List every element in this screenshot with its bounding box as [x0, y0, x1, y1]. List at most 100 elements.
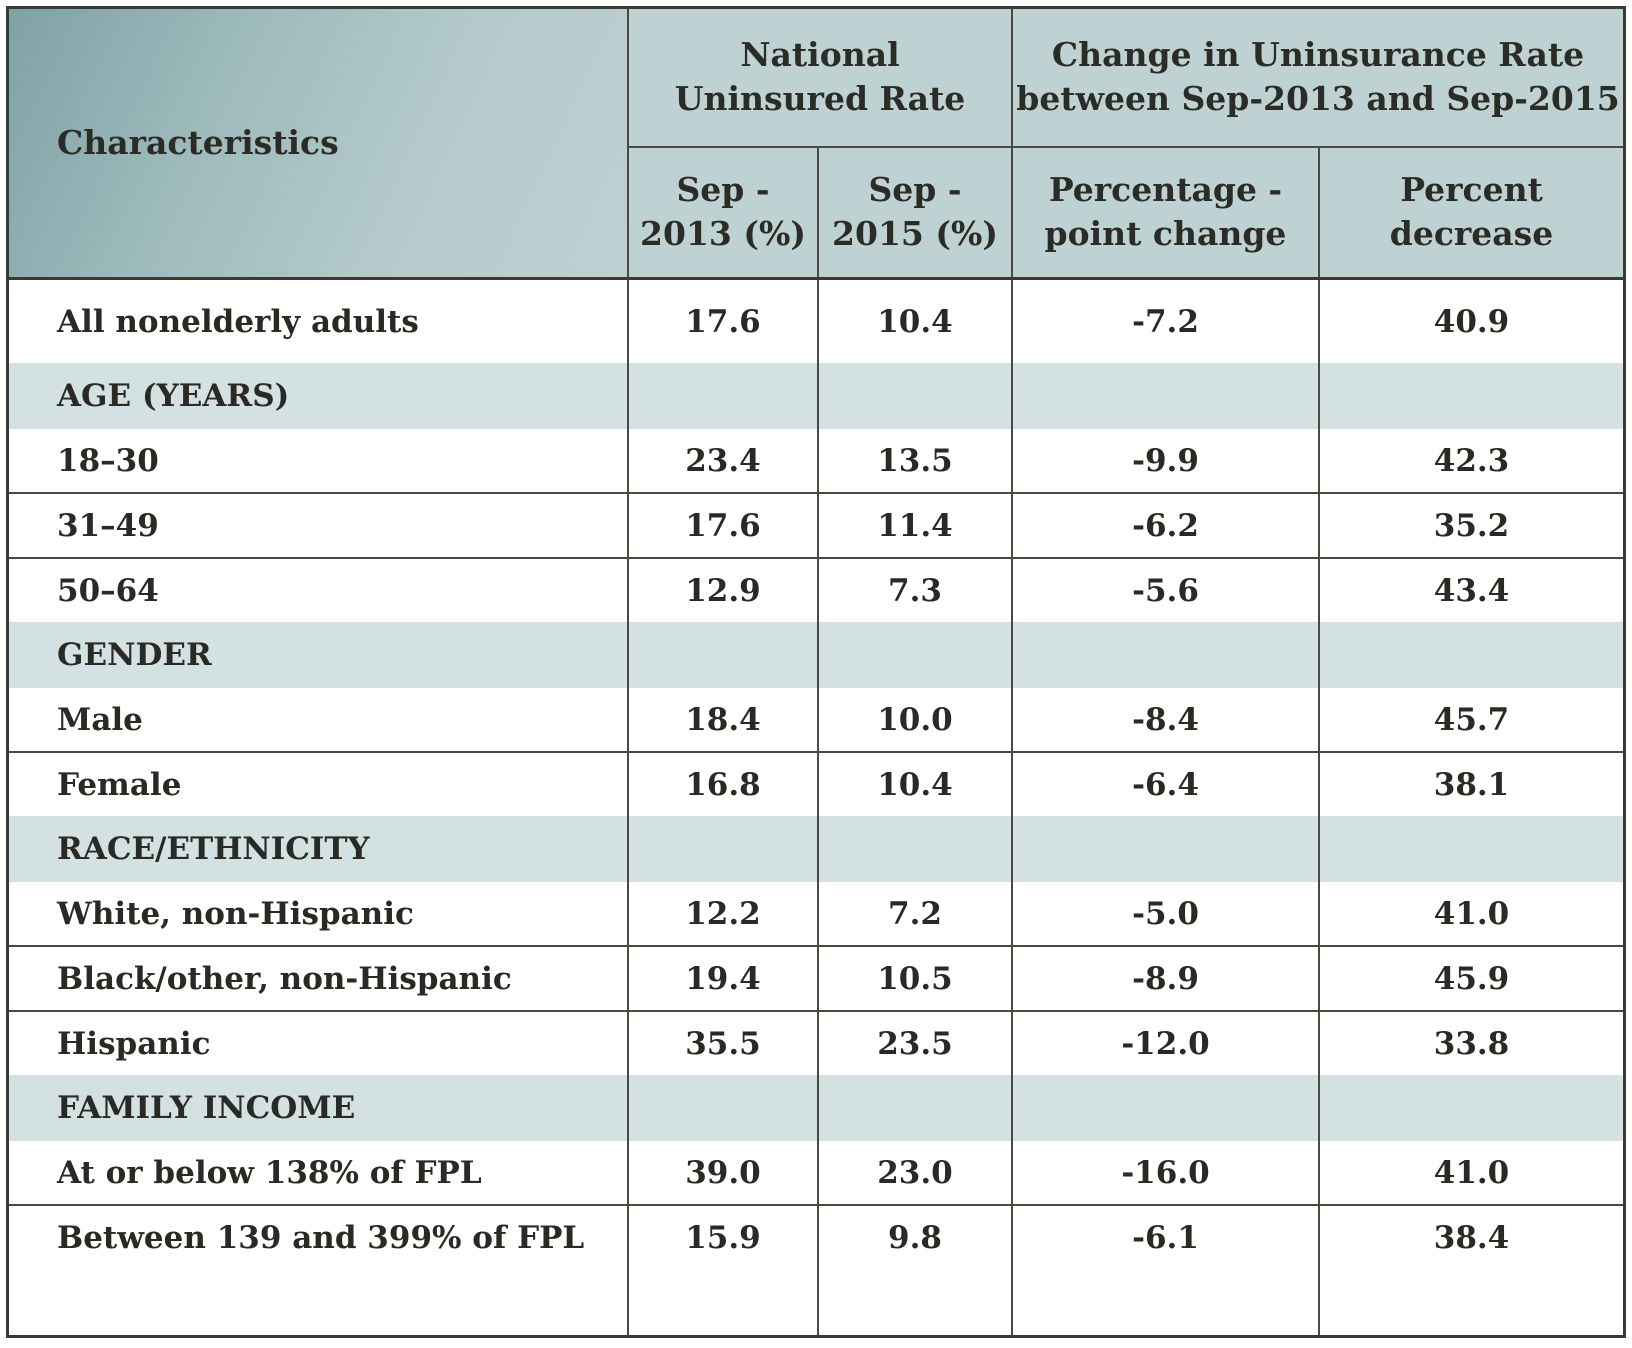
header-sep-2013-line2: 2013 (%) — [640, 214, 806, 254]
section-cell — [818, 816, 1013, 882]
header-characteristics: Characteristics — [9, 9, 629, 280]
table-row: Male 18.4 10.0 -8.4 45.7 — [9, 688, 1623, 753]
section-label: RACE/ETHNICITY — [9, 816, 629, 882]
cell-pct-decrease: 41.0 — [1319, 1141, 1623, 1206]
header-group-national-line2: Uninsured Rate — [674, 79, 966, 119]
cell-pp-change: -6.2 — [1012, 493, 1320, 559]
cell-pp-change: -9.9 — [1012, 429, 1320, 494]
cell-sep-2015: 13.5 — [818, 429, 1013, 494]
section-cell — [1012, 622, 1320, 688]
row-label: White, non-Hispanic — [9, 882, 629, 947]
row-label: 50–64 — [9, 558, 629, 622]
header-group-national-uninsured-rate: National Uninsured Rate — [628, 9, 1013, 148]
cell-sep-2013: 19.4 — [628, 946, 819, 1012]
table-header: Characteristics National Uninsured Rate … — [9, 9, 1623, 280]
cell-sep-2013: 23.4 — [628, 429, 819, 494]
header-group-change-line1: Change in Uninsurance Rate — [1051, 35, 1585, 75]
cell-pp-change: -5.0 — [1012, 882, 1320, 947]
uninsured-rate-table-frame: Characteristics National Uninsured Rate … — [6, 6, 1626, 1338]
cell-sep-2013: 15.9 — [628, 1205, 819, 1335]
row-label: 31–49 — [9, 493, 629, 559]
cell-pp-change: -16.0 — [1012, 1141, 1320, 1206]
section-cell — [628, 622, 819, 688]
row-label: Female — [9, 752, 629, 816]
cell-pp-change: -5.6 — [1012, 558, 1320, 622]
cell-sep-2015: 7.3 — [818, 558, 1013, 622]
table-row: Black/other, non-Hispanic 19.4 10.5 -8.9… — [9, 946, 1623, 1012]
header-characteristics-label: Characteristics — [57, 123, 339, 162]
cell-sep-2015: 10.4 — [818, 278, 1013, 363]
cell-pp-change: -12.0 — [1012, 1011, 1320, 1075]
cell-pct-decrease: 33.8 — [1433, 1025, 1510, 1062]
section-label: AGE (YEARS) — [9, 363, 629, 429]
table-row: 31–49 17.6 11.4 -6.2 35.2 — [9, 493, 1623, 559]
section-row-gender: GENDER — [9, 622, 1623, 688]
section-cell — [818, 363, 1013, 429]
cell-pp-change: -8.4 — [1012, 688, 1320, 753]
section-label: GENDER — [9, 622, 629, 688]
cell-pct-decrease: 38.1 — [1433, 766, 1510, 803]
section-row-race-ethnicity: RACE/ETHNICITY — [9, 816, 1623, 882]
cell-pct-decrease: 45.7 — [1319, 688, 1623, 753]
cell-sep-2013: 16.8 — [628, 752, 819, 816]
section-cell — [1012, 816, 1320, 882]
cell-pct-decrease: 40.9 — [1433, 303, 1510, 340]
cell-sep-2015: 10.4 — [818, 752, 1013, 816]
row-label: Black/other, non-Hispanic — [9, 946, 629, 1012]
cell-pct-decrease: 45.9 — [1319, 946, 1623, 1012]
header-pctdecrease-line1: Percent — [1400, 170, 1543, 210]
cell-sep-2015: 23.5 — [818, 1011, 1013, 1075]
header-group-national-line1: National — [740, 35, 900, 75]
section-cell — [1319, 622, 1623, 688]
header-percentage-point-change: Percentage - point change — [1012, 146, 1320, 280]
header-pctdecrease-line2: decrease — [1389, 214, 1554, 254]
cell-pct-decrease: 41.0 — [1319, 882, 1623, 947]
header-sep-2015: Sep - 2015 (%) — [818, 146, 1013, 280]
section-cell — [1319, 1075, 1623, 1141]
cell-sep-2013: 12.9 — [628, 558, 819, 622]
row-label: Male — [9, 688, 629, 753]
table-row: At or below 138% of FPL 39.0 23.0 -16.0 … — [9, 1141, 1623, 1206]
cell-sep-2015: 10.0 — [818, 688, 1013, 753]
section-cell — [628, 816, 819, 882]
header-sep-2013: Sep - 2013 (%) — [628, 146, 819, 280]
row-label: All nonelderly adults — [9, 278, 629, 363]
section-label: FAMILY INCOME — [9, 1075, 629, 1141]
table-row: White, non-Hispanic 12.2 7.2 -5.0 41.0 — [9, 882, 1623, 947]
row-label: Hispanic — [9, 1011, 629, 1075]
table-row: Hispanic 35.5 23.5 -12.0 33.8 — [9, 1011, 1623, 1075]
header-sep-2015-line1: Sep - — [868, 170, 962, 210]
table-row: Between 139 and 399% of FPL 15.9 9.8 -6.… — [9, 1205, 1623, 1335]
cell-pp-change: -6.1 — [1012, 1205, 1320, 1335]
section-cell — [628, 363, 819, 429]
cell-pct-decrease: 43.4 — [1433, 572, 1510, 609]
cell-pp-change: -6.4 — [1012, 752, 1320, 816]
header-sep-2015-line2: 2015 (%) — [832, 214, 998, 254]
header-percent-decrease: Percent decrease — [1319, 146, 1623, 280]
section-cell — [1319, 816, 1623, 882]
section-row-family-income: FAMILY INCOME — [9, 1075, 1623, 1141]
cell-sep-2013: 39.0 — [628, 1141, 819, 1206]
cell-sep-2015: 23.0 — [818, 1141, 1013, 1206]
cell-sep-2013: 35.5 — [628, 1011, 819, 1075]
section-cell — [818, 622, 1013, 688]
header-ppchange-line2: point change — [1044, 214, 1287, 254]
table-row: 18–30 23.4 13.5 -9.9 42.3 — [9, 429, 1623, 494]
cell-sep-2015: 7.2 — [818, 882, 1013, 947]
section-cell — [1012, 363, 1320, 429]
cell-sep-2015: 9.8 — [818, 1205, 1013, 1335]
section-cell — [1319, 363, 1623, 429]
cell-sep-2013: 18.4 — [628, 688, 819, 753]
row-label: Between 139 and 399% of FPL — [9, 1205, 629, 1335]
cell-sep-2013: 17.6 — [628, 278, 819, 363]
header-group-change-in-uninsurance-rate: Change in Uninsurance Rate between Sep-2… — [1012, 9, 1623, 148]
section-cell — [628, 1075, 819, 1141]
uninsured-rate-table: Characteristics National Uninsured Rate … — [9, 9, 1623, 1335]
row-label: At or below 138% of FPL — [9, 1141, 629, 1206]
section-cell — [818, 1075, 1013, 1141]
row-label: 18–30 — [9, 429, 629, 494]
header-group-change-line2: between Sep-2013 and Sep-2015 — [1016, 79, 1620, 119]
table-row: 50–64 12.9 7.3 -5.6 43.4 — [9, 558, 1623, 622]
cell-pct-decrease: 42.3 — [1319, 429, 1623, 494]
cell-pct-decrease: 38.4 — [1433, 1220, 1510, 1256]
